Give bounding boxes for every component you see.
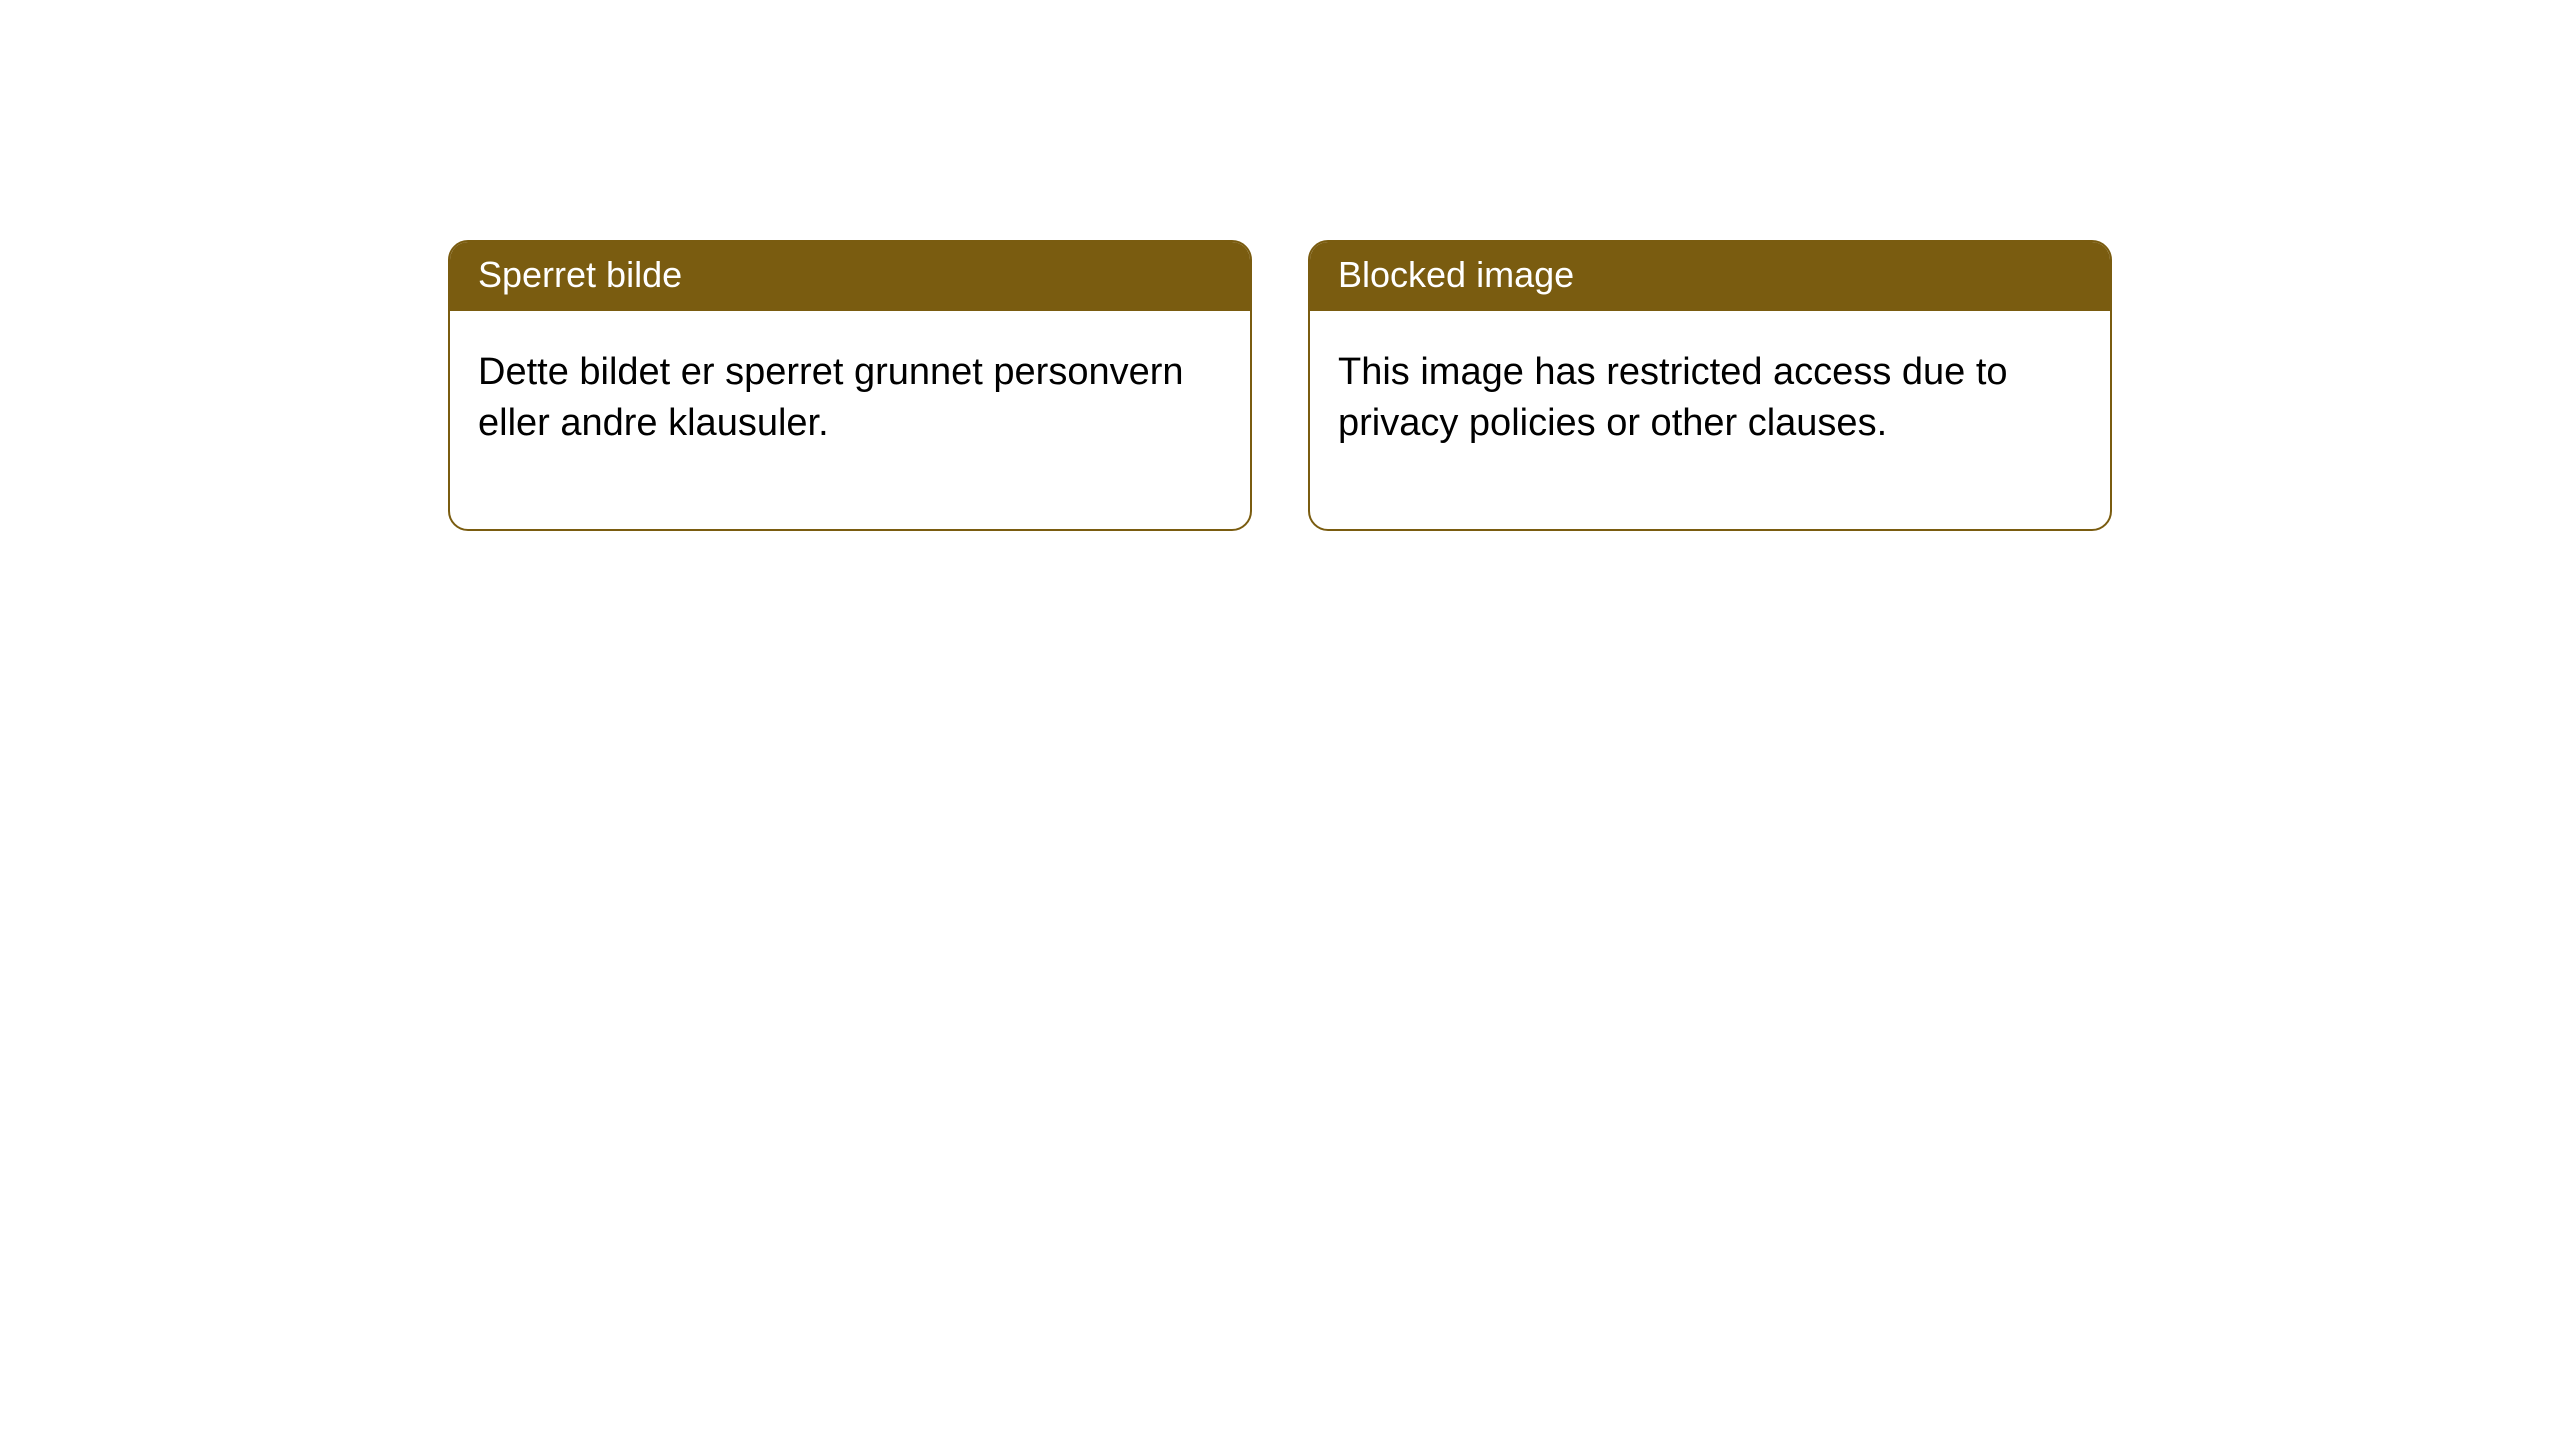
notice-card-english: Blocked image This image has restricted … <box>1308 240 2112 531</box>
notice-header: Blocked image <box>1310 242 2110 311</box>
notice-card-norwegian: Sperret bilde Dette bildet er sperret gr… <box>448 240 1252 531</box>
notice-body: This image has restricted access due to … <box>1310 311 2110 530</box>
notice-body: Dette bildet er sperret grunnet personve… <box>450 311 1250 530</box>
notice-header: Sperret bilde <box>450 242 1250 311</box>
notice-container: Sperret bilde Dette bildet er sperret gr… <box>0 0 2560 531</box>
